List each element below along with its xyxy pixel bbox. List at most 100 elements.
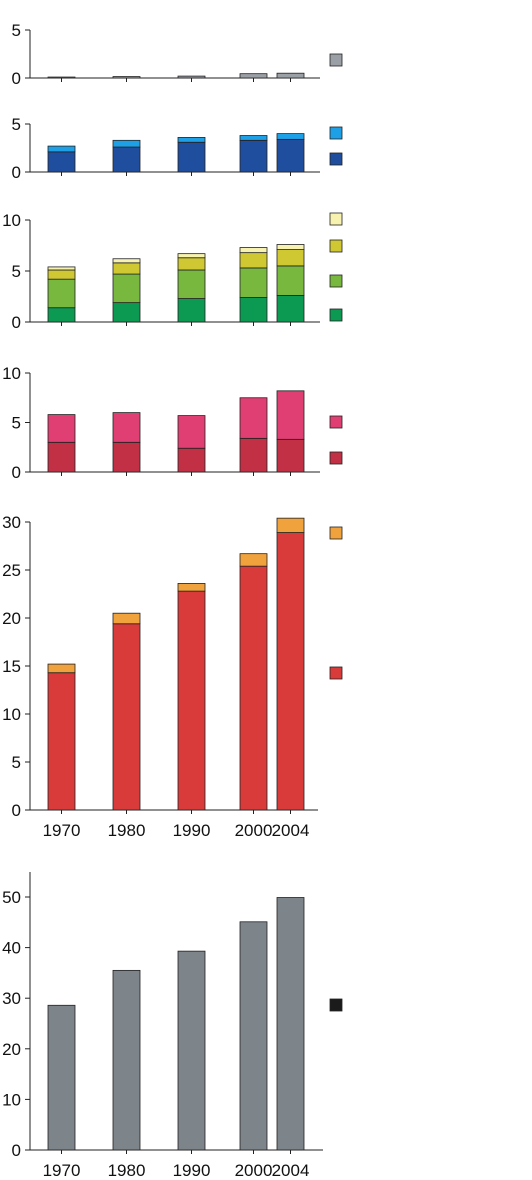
chart-panel-3: 0 5 10 — [2, 211, 343, 332]
legend-swatch — [329, 212, 343, 226]
bar-segment-1990-series-2 — [177, 137, 206, 143]
x-tick-label-1970: 1970 — [43, 821, 81, 840]
bar-segment-1970-series-1 — [47, 151, 76, 173]
bar-segment-1990-series-3 — [177, 257, 206, 271]
y-tick-label: 0 — [12, 463, 21, 482]
bar-segment-1980-series-1 — [112, 623, 141, 811]
bar-segment-2004-series-1 — [276, 72, 305, 79]
legend-swatch — [329, 152, 343, 166]
bar-segment-2004-series-3 — [276, 249, 305, 267]
y-tick-label: 0 — [12, 1141, 21, 1160]
legend-swatch — [329, 415, 343, 429]
bar-segment-1980-series-1 — [112, 441, 141, 473]
bar-segment-1970-series-3 — [47, 269, 76, 280]
y-tick-label: 5 — [12, 115, 21, 134]
x-tick-label-2004: 2004 — [272, 821, 310, 840]
y-tick-label: 0 — [12, 163, 21, 182]
bar-segment-1980-series-1 — [112, 302, 141, 323]
y-tick-label: 10 — [2, 211, 21, 230]
bar-segment-1980-series-4 — [112, 258, 141, 264]
legend-swatch — [329, 126, 343, 140]
bar-segment-1970-series-2 — [47, 414, 76, 443]
chart-panel-6: 0 10 20 30 40 50 1970 1980 1990 2000 2004 — [2, 872, 343, 1180]
chart-panel-2: 05 — [12, 115, 343, 182]
bar-segment-1990-series-2 — [177, 583, 206, 592]
bar-segment-1970-series-2 — [47, 663, 76, 674]
bar-segment-1970-series-1 — [47, 441, 76, 473]
x-tick-label-1990: 1990 — [173, 821, 211, 840]
bar-segment-1980-series-2 — [112, 139, 141, 148]
bar-segment-2000-series-2 — [239, 397, 268, 439]
x-tick-label-1970: 1970 — [43, 1161, 81, 1180]
legend-swatch — [329, 274, 343, 288]
bar-segment-1970-series-1 — [47, 1004, 76, 1151]
bar-segment-2004-series-1 — [276, 295, 305, 323]
bar-segment-1970-series-2 — [47, 145, 76, 153]
bar-segment-1980-series-1 — [112, 76, 141, 79]
bar-segment-1980-series-1 — [112, 969, 141, 1151]
bar-segment-1990-series-1 — [177, 298, 206, 323]
x-tick-label-2000: 2000 — [235, 1161, 273, 1180]
bar-segment-2004-series-2 — [276, 517, 305, 533]
chart-panel-4: 0 5 10 — [2, 364, 343, 482]
y-tick-label: 0 — [12, 801, 21, 820]
y-tick-label: 50 — [2, 888, 21, 907]
bar-segment-1970-series-4 — [47, 266, 76, 271]
legend-swatch — [329, 308, 343, 322]
x-tick-label-1980: 1980 — [108, 1161, 146, 1180]
bar-segment-1990-series-4 — [177, 253, 206, 259]
legend-swatch — [329, 239, 343, 253]
bar-segment-2004-series-1 — [276, 532, 305, 811]
x-tick-label-2000: 2000 — [235, 821, 273, 840]
bar-segment-2000-series-1 — [239, 565, 268, 811]
bar-segment-2000-series-4 — [239, 247, 268, 254]
legend-swatch — [329, 451, 343, 465]
y-tick-label: 15 — [2, 657, 21, 676]
chart-panel-1: 05 — [12, 21, 343, 88]
bar-segment-1990-series-1 — [177, 141, 206, 173]
bar-segment-2000-series-2 — [239, 267, 268, 298]
y-tick-label: 5 — [12, 21, 21, 40]
y-tick-label: 10 — [2, 705, 21, 724]
bar-segment-1980-series-2 — [112, 273, 141, 304]
bar-segment-1990-series-1 — [177, 950, 206, 1151]
bar-segment-1970-series-2 — [47, 278, 76, 309]
y-tick-label: 25 — [2, 561, 21, 580]
y-tick-label: 30 — [2, 989, 21, 1008]
bar-segment-2000-series-1 — [239, 139, 268, 173]
bar-segment-2000-series-3 — [239, 252, 268, 269]
y-tick-label: 5 — [12, 753, 21, 772]
bar-segment-1990-series-1 — [177, 590, 206, 811]
bar-segment-1980-series-2 — [112, 612, 141, 625]
bar-segment-2000-series-2 — [239, 135, 268, 141]
bar-segment-1990-series-2 — [177, 415, 206, 449]
bar-segment-2004-series-4 — [276, 244, 305, 250]
y-tick-label: 0 — [12, 313, 21, 332]
bar-segment-2004-series-1 — [276, 138, 305, 173]
x-tick-label-1980: 1980 — [108, 821, 146, 840]
bar-segment-2000-series-1 — [239, 921, 268, 1151]
y-tick-label: 0 — [12, 69, 21, 88]
bar-segment-2000-series-1 — [239, 437, 268, 473]
y-tick-label: 5 — [12, 262, 21, 281]
bar-segment-2004-series-2 — [276, 133, 305, 140]
bar-segment-1990-series-1 — [177, 447, 206, 473]
x-tick-label-2004: 2004 — [272, 1161, 310, 1180]
bar-segment-1970-series-1 — [47, 307, 76, 323]
bar-segment-2004-series-2 — [276, 390, 305, 440]
bar-segment-1980-series-3 — [112, 262, 141, 275]
bar-segment-1990-series-2 — [177, 269, 206, 299]
bar-segment-1990-series-1 — [177, 75, 206, 79]
y-tick-label: 40 — [2, 939, 21, 958]
bar-segment-1980-series-2 — [112, 412, 141, 443]
y-tick-label: 5 — [12, 414, 21, 433]
legend-swatch — [329, 526, 343, 540]
y-tick-label: 10 — [2, 364, 21, 383]
chart-panel-5: 0 5 10 15 20 25 30 1970 1980 1990 2000 2004 — [2, 513, 343, 840]
y-tick-label: 20 — [2, 1040, 21, 1059]
bar-segment-2000-series-1 — [239, 297, 268, 323]
legend-swatch — [329, 998, 343, 1012]
bar-segment-2004-series-2 — [276, 265, 305, 296]
y-tick-label: 10 — [2, 1090, 21, 1109]
